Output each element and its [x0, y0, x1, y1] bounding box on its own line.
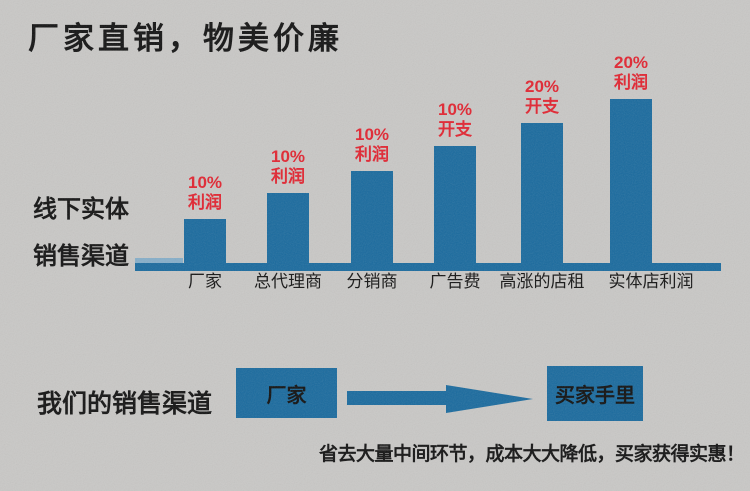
bar-annotation-kind: 利润	[188, 193, 222, 212]
chart-bar	[184, 219, 226, 263]
bar-annotation: 10% 利润	[330, 125, 414, 165]
bar-annotation-percent: 20%	[524, 77, 560, 96]
slogan-text: 省去大量中间环节，成本大大降低，买家获得实惠！	[319, 444, 745, 465]
bar-annotation-kind: 利润	[614, 73, 648, 92]
bar-category-label: 实体店利润	[608, 272, 694, 291]
flow-arrow-shaft	[347, 391, 447, 405]
bar-category-label: 高涨的店租	[499, 272, 585, 291]
chart-bar	[434, 146, 476, 263]
page-title: 厂家直销，物美价廉	[28, 21, 343, 56]
bar-annotation: 20% 开支	[500, 77, 584, 117]
chart-baseline	[135, 263, 721, 271]
buyer-box: 买家手里	[547, 366, 643, 421]
bar-annotation-percent: 10%	[437, 100, 473, 119]
bar-annotation: 20% 利润	[589, 53, 673, 93]
bar-annotation: 10% 开支	[413, 100, 497, 140]
our-channel-label: 我们的销售渠道	[37, 391, 213, 418]
bar-annotation-kind: 开支	[525, 97, 559, 116]
chart-bar	[610, 99, 652, 263]
flow-arrow-head-icon	[446, 385, 533, 413]
bar-annotation-kind: 利润	[271, 167, 305, 186]
chart-bar	[521, 123, 563, 263]
channel-axis-label-line2: 销售渠道	[33, 244, 129, 270]
bar-annotation: 10% 利润	[246, 147, 330, 187]
factory-box-label: 厂家	[266, 384, 307, 407]
bar-annotation-percent: 10%	[187, 173, 223, 192]
bar-annotation-percent: 10%	[354, 125, 390, 144]
bar-annotation-percent: 20%	[613, 53, 649, 72]
factory-box: 厂家	[236, 368, 337, 418]
chart-bar	[267, 193, 309, 263]
bar-annotation: 10% 利润	[163, 173, 247, 213]
chart-bar	[351, 171, 393, 263]
channel-axis-label-line1: 线下实体	[33, 197, 129, 223]
bar-annotation-kind: 利润	[355, 145, 389, 164]
buyer-box-label: 买家手里	[555, 385, 635, 407]
bar-annotation-percent: 10%	[270, 147, 306, 166]
bar-annotation-kind: 开支	[438, 120, 472, 139]
